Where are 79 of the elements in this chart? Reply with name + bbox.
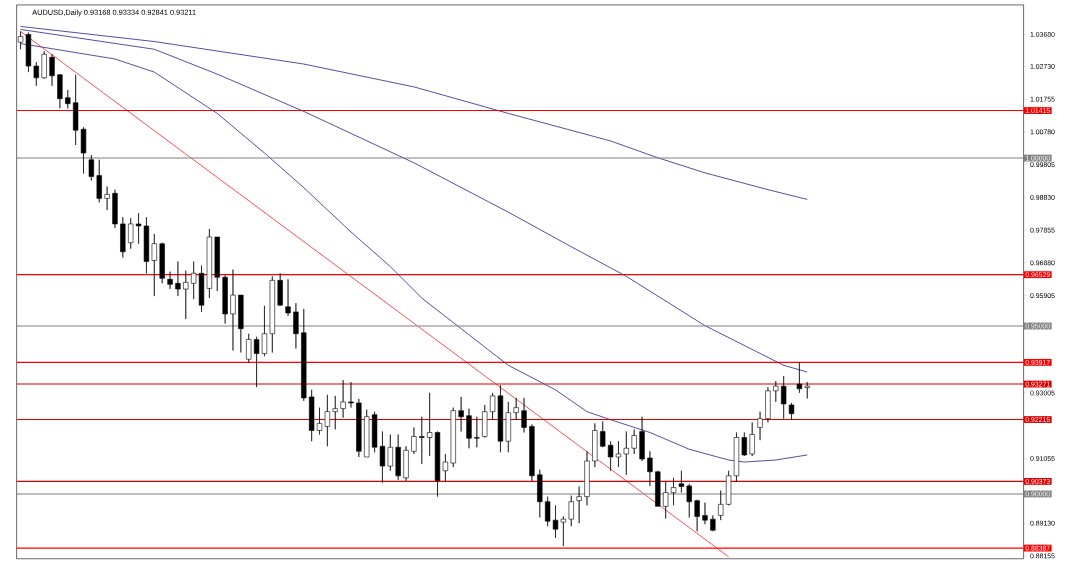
candlestick (466, 408, 472, 449)
candlestick (804, 381, 810, 399)
candlestick (167, 271, 173, 290)
candlestick (88, 154, 95, 182)
candlestick (702, 502, 708, 525)
candlestick (537, 469, 543, 518)
line-series (20, 29, 808, 373)
candlestick (592, 423, 598, 468)
candlestick (308, 389, 315, 442)
candlestick (340, 379, 346, 419)
candlestick (694, 499, 700, 532)
candlestick (796, 362, 803, 394)
candlestick (332, 395, 338, 430)
candlestick (749, 422, 755, 457)
candlestick (426, 392, 433, 457)
candlestick (584, 451, 590, 506)
line-series (20, 43, 808, 463)
candlestick (765, 386, 771, 423)
candlestick (348, 381, 354, 409)
candlestick (151, 233, 157, 297)
candlestick (686, 483, 692, 518)
candlestick (773, 380, 779, 403)
candlestick (238, 294, 244, 353)
candlestick (356, 398, 362, 458)
candlestick (175, 261, 181, 297)
candlestick (505, 401, 511, 453)
candlestick (33, 61, 39, 87)
candlestick (277, 273, 283, 307)
candlestick (285, 279, 291, 317)
candlestick (663, 481, 669, 519)
candlestick (395, 434, 401, 481)
candlestick (513, 397, 519, 421)
candlestick (600, 421, 606, 448)
candlestick (623, 431, 629, 476)
candlestick (120, 217, 126, 258)
candlestick (458, 396, 464, 432)
candlestick (757, 411, 763, 441)
candlestick (183, 270, 189, 320)
candlestick (710, 515, 716, 532)
candlestick (269, 276, 275, 353)
candlestick (112, 189, 118, 229)
candlestick (49, 54, 55, 87)
candlestick (104, 186, 110, 211)
candlestick (482, 404, 488, 438)
candlestick (293, 303, 299, 349)
candlestick (214, 236, 220, 292)
candlestick (387, 434, 393, 472)
candlestick (568, 495, 574, 527)
candlestick (718, 490, 724, 521)
candlestick (678, 470, 685, 494)
candlestick (521, 397, 527, 433)
candlestick (301, 308, 307, 402)
candlestick (364, 409, 370, 458)
candlestick (159, 242, 165, 284)
candlestick (788, 402, 795, 421)
candlestick (96, 159, 102, 203)
candlestick (128, 218, 134, 250)
candlestick (474, 416, 480, 448)
candlestick (41, 51, 47, 80)
candlestick (741, 432, 747, 457)
candlestick (544, 496, 551, 527)
candlestick (781, 375, 787, 420)
candlestick (246, 333, 252, 363)
candlestick (411, 427, 417, 455)
candlestick (419, 416, 425, 465)
candlestick (403, 446, 409, 482)
candlestick (529, 424, 535, 482)
candlestick (450, 407, 456, 468)
candlestick (65, 89, 71, 109)
candlestick (647, 451, 653, 487)
candlestick (230, 269, 236, 351)
candlestick (631, 429, 637, 455)
candlestick (57, 73, 63, 109)
candlestick (576, 486, 582, 524)
candlestick (670, 477, 677, 506)
candlestick (639, 416, 645, 462)
candlestick (222, 275, 228, 325)
candlestick (655, 470, 661, 507)
candlestick (190, 261, 197, 300)
